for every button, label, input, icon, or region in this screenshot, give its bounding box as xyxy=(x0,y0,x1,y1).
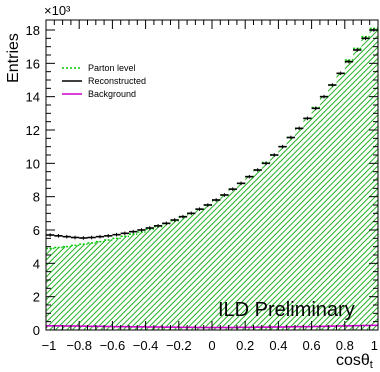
x-axis-title-main: cosθ xyxy=(336,352,370,369)
x-tick-label: 0.8 xyxy=(336,338,354,353)
y-tick-label: 8 xyxy=(33,190,40,205)
x-axis-title-subscript: t xyxy=(370,359,373,371)
x-tick-label: −0.4 xyxy=(133,338,159,353)
y-tick-label: 4 xyxy=(33,256,40,271)
x-tick-label: −0.2 xyxy=(166,338,192,353)
x-tick-label: 0.2 xyxy=(236,338,254,353)
y-tick-labels: 0 2 4 6 8 10 12 14 16 18 xyxy=(26,23,40,338)
ild-preliminary-watermark: ILD Preliminary xyxy=(218,299,355,321)
x-tick-label: 0 xyxy=(208,338,215,353)
y-tick-label: 6 xyxy=(33,223,40,238)
y-tick-label: 12 xyxy=(26,123,40,138)
y-axis-title: Entries xyxy=(5,33,22,83)
x-tick-labels: −1 −0.8 −0.6 −0.4 −0.2 0 0.2 0.4 0.6 0.8 1 xyxy=(42,338,378,353)
parton-level-fill-area xyxy=(46,28,378,330)
y-tick-label: 10 xyxy=(26,156,40,171)
x-tick-label: 0.4 xyxy=(269,338,287,353)
x-tick-label: 1 xyxy=(371,338,378,353)
y-tick-label: 2 xyxy=(33,290,40,305)
x-tick-label: −0.8 xyxy=(66,338,92,353)
legend-label-reconstructed: Reconstructed xyxy=(88,76,146,86)
legend-label-parton: Parton level xyxy=(88,63,136,73)
x-tick-label: −0.6 xyxy=(100,338,126,353)
x-tick-label: 0.6 xyxy=(303,338,321,353)
y-tick-label: 14 xyxy=(26,90,40,105)
series-layer xyxy=(46,27,378,329)
x-axis-title: cosθt xyxy=(336,352,373,371)
parton-level-hatched-area xyxy=(46,28,378,330)
y-tick-label: 18 xyxy=(26,23,40,38)
y-tick-label: 16 xyxy=(26,56,40,71)
y-tick-label: 0 xyxy=(33,323,40,338)
axis-ticks xyxy=(45,20,379,331)
y-axis-exponent: ×10³ xyxy=(44,3,71,18)
legend-label-background: Background xyxy=(88,89,136,99)
legend: Parton level Reconstructed Background xyxy=(62,63,146,99)
x-tick-label: −1 xyxy=(42,338,57,353)
